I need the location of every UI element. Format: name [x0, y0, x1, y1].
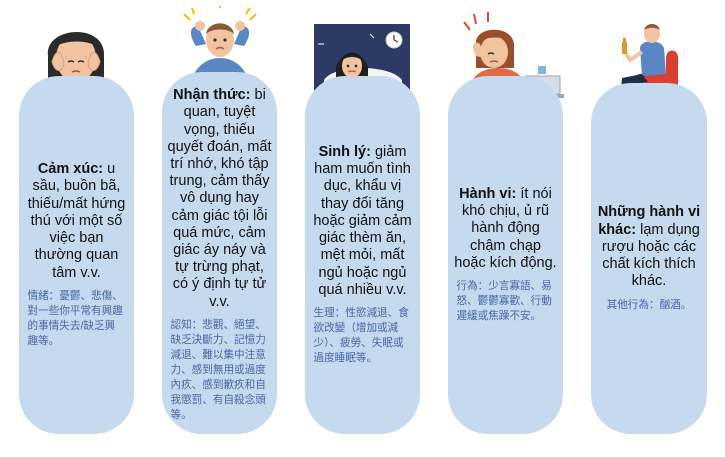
other-behavior-text: Những hành vi khác: lạm dụng rượu hoặc c…	[597, 204, 701, 290]
cognition-card: Nhận thức: bi quan, tuyệt vọng, thiếu qu…	[162, 72, 277, 434]
behavior-text: Hành vi: ít nói khó chịu, ủ rũ hành động…	[453, 186, 559, 272]
behavior-card: Hành vi: ít nói khó chịu, ủ rũ hành động…	[448, 76, 563, 434]
emotion-note: 情緒：憂鬱、悲傷、對一些你平常有興趣的事情失去/缺乏興趣等。	[27, 289, 123, 347]
emotion-title: Cảm xúc:	[37, 161, 104, 178]
other-behavior-card: Những hành vi khác: lạm dụng rượu hoặc c…	[591, 83, 707, 434]
emotion-text: Cảm xúc: u sầu, buồn bã, thiếu/mất hứng …	[26, 161, 128, 281]
physiology-text: Sinh lý: giảm ham muốn tình dục, khẩu vị…	[310, 144, 416, 299]
other-behavior-body: lạm dụng rượu hoặc các chất kích thích k…	[601, 221, 700, 290]
physiology-body: giảm ham muốn tình dục, khẩu vị thay đổi…	[313, 144, 412, 298]
emotion-body: u sầu, buồn bã, thiếu/mất hứng thú với m…	[27, 161, 126, 281]
emotion-card: Cảm xúc: u sầu, buồn bã, thiếu/mất hứng …	[19, 76, 134, 434]
other-behavior-note: 其他行為：酗酒。	[606, 298, 692, 311]
behavior-title: Hành vi:	[459, 185, 517, 202]
physiology-note: 生理：性慾減退、食欲改變（增加或減少）、疲勞、失眠或過度睡眠等。	[313, 306, 409, 364]
cognition-title: Nhận thức:	[173, 87, 251, 104]
cognition-body: bi quan, tuyệt vọng, thiếu quyết đoán, m…	[167, 87, 272, 310]
physiology-title: Sinh lý:	[318, 144, 371, 161]
cognition-note: 認知：悲觀、絕望、缺乏決斷力、記憶力減退、難以集中注意力、感到無用或過度內疚、感…	[170, 318, 266, 421]
behavior-body: ít nói khó chịu, ủ rũ hành động chậm chạ…	[454, 185, 557, 271]
physiology-card: Sinh lý: giảm ham muốn tình dục, khẩu vị…	[305, 76, 420, 434]
cognition-text: Nhận thức: bi quan, tuyệt vọng, thiếu qu…	[166, 87, 274, 311]
behavior-note: 行為：少言寡語、易怒、鬱鬱寡歡、行動遲緩或焦躁不安。	[456, 280, 552, 322]
other-behavior-title: Những hành vi khác:	[597, 204, 701, 238]
